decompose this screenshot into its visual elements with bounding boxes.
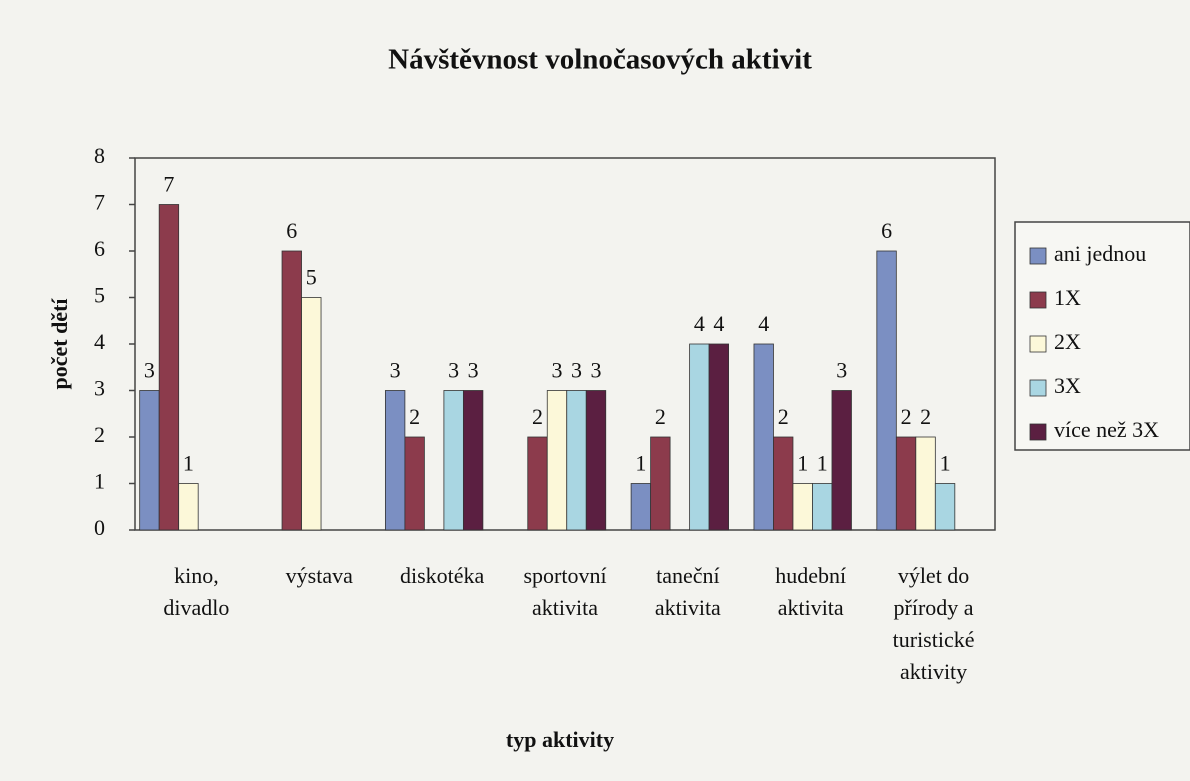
y-tick-label: 8 bbox=[94, 143, 105, 168]
y-tick-label: 6 bbox=[94, 236, 105, 261]
value-label: 4 bbox=[713, 311, 724, 336]
value-label: 3 bbox=[390, 358, 401, 383]
bar bbox=[876, 250, 897, 531]
y-tick-label: 7 bbox=[94, 190, 105, 215]
x-tick-label: kino, divadlo bbox=[163, 563, 230, 620]
value-label: 3 bbox=[571, 358, 582, 383]
bar bbox=[527, 436, 548, 531]
bar bbox=[178, 483, 199, 531]
y-tick-label: 1 bbox=[94, 469, 105, 494]
y-tick-label: 0 bbox=[94, 515, 105, 540]
value-label: 2 bbox=[920, 404, 931, 429]
legend-label: 2X bbox=[1054, 329, 1081, 354]
y-tick-label: 4 bbox=[94, 329, 105, 354]
x-tick-label: diskotéka bbox=[399, 563, 485, 588]
value-label: 2 bbox=[655, 404, 666, 429]
bar bbox=[566, 390, 587, 531]
value-label: 1 bbox=[817, 451, 828, 476]
bar bbox=[753, 343, 774, 531]
y-tick-label: 5 bbox=[94, 283, 105, 308]
legend-label: 3X bbox=[1054, 373, 1081, 398]
value-label: 3 bbox=[591, 358, 602, 383]
value-label: 4 bbox=[694, 311, 705, 336]
legend-swatch bbox=[1029, 335, 1047, 353]
bar bbox=[158, 204, 180, 531]
bar bbox=[443, 390, 464, 531]
chart-title: Návštěvnost volnočasových aktivit bbox=[388, 44, 812, 76]
y-axis-label: počet dětí bbox=[47, 298, 72, 390]
value-label: 3 bbox=[144, 358, 155, 383]
x-tick-label: hudební aktivita bbox=[775, 563, 847, 620]
bar bbox=[139, 390, 160, 531]
bar bbox=[773, 436, 794, 531]
bar bbox=[792, 483, 813, 531]
bar bbox=[708, 343, 730, 531]
bar bbox=[650, 436, 671, 531]
value-label: 3 bbox=[448, 358, 459, 383]
x-tick-label: taneční aktivita bbox=[654, 563, 721, 620]
bar bbox=[934, 483, 956, 531]
y-tick-label: 2 bbox=[94, 422, 105, 447]
value-label: 7 bbox=[163, 172, 174, 197]
x-tick-label: výstava bbox=[285, 563, 353, 588]
bar bbox=[384, 390, 406, 531]
value-label: 3 bbox=[552, 358, 563, 383]
value-label: 1 bbox=[635, 451, 646, 476]
x-tick-label: výlet do přírody a turistické aktivity bbox=[892, 563, 975, 684]
bar bbox=[546, 390, 568, 531]
bar bbox=[895, 436, 917, 531]
y-tick-label: 3 bbox=[94, 376, 105, 401]
legend-label: 1X bbox=[1054, 285, 1081, 310]
x-tick-label: sportovní aktivita bbox=[523, 563, 607, 620]
bar bbox=[831, 390, 852, 531]
value-label: 5 bbox=[306, 265, 317, 290]
legend-swatch bbox=[1029, 423, 1047, 441]
bar bbox=[585, 390, 607, 531]
legend-swatch bbox=[1029, 247, 1047, 265]
value-label: 3 bbox=[468, 358, 479, 383]
bar bbox=[630, 483, 652, 531]
value-label: 2 bbox=[532, 404, 543, 429]
bar bbox=[812, 483, 833, 531]
bar bbox=[462, 390, 484, 531]
value-label: 2 bbox=[778, 404, 789, 429]
value-label: 6 bbox=[881, 218, 892, 243]
bar bbox=[301, 297, 322, 531]
value-label: 2 bbox=[901, 404, 912, 429]
bar bbox=[281, 250, 302, 531]
value-label: 2 bbox=[409, 404, 420, 429]
legend-label: více než 3X bbox=[1054, 417, 1159, 442]
value-label: 1 bbox=[940, 451, 951, 476]
value-label: 1 bbox=[797, 451, 808, 476]
value-label: 3 bbox=[836, 358, 847, 383]
value-label: 1 bbox=[183, 451, 194, 476]
x-axis-label: typ aktivity bbox=[506, 727, 614, 752]
legend-swatch bbox=[1029, 379, 1047, 397]
value-label: 6 bbox=[286, 218, 297, 243]
legend-label: ani jednou bbox=[1054, 241, 1146, 266]
bar bbox=[915, 436, 936, 531]
legend-swatch bbox=[1029, 291, 1047, 309]
bar bbox=[689, 343, 710, 531]
value-label: 4 bbox=[758, 311, 769, 336]
bar bbox=[404, 436, 425, 531]
